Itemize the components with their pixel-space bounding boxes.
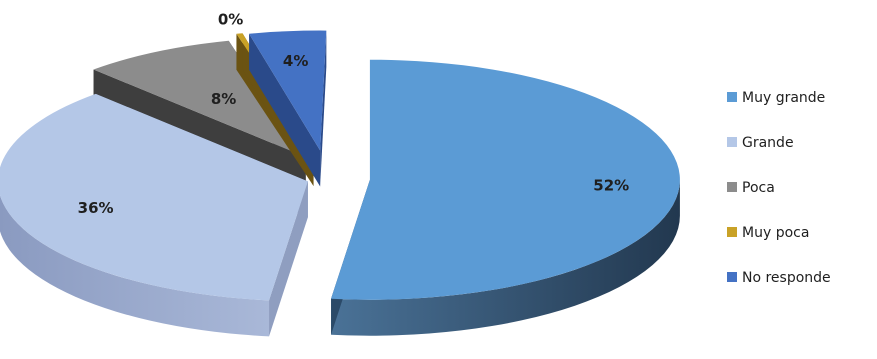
legend-swatch [727, 182, 737, 192]
legend-item: Muy grande [727, 90, 825, 106]
legend-swatch [727, 272, 737, 282]
legend-label: Grande [742, 135, 794, 151]
legend-item: Muy poca [727, 225, 809, 241]
legend-label: Poca [742, 180, 775, 196]
legend-item: Grande [727, 135, 794, 151]
data-label-poca: 8% [211, 90, 236, 108]
legend-item: No responde [727, 270, 831, 286]
data-label-no-responde: 4% [283, 52, 308, 70]
legend-label: Muy grande [742, 90, 825, 106]
legend-swatch [727, 137, 737, 147]
data-label-muy-poca: 0% [218, 11, 243, 29]
legend-swatch [727, 92, 737, 102]
legend-item: Poca [727, 180, 775, 196]
data-label-muy-grande: 52% [593, 177, 629, 195]
legend-label: Muy poca [742, 225, 809, 241]
slice-grande [0, 93, 308, 337]
slice-no-responde [249, 30, 327, 187]
legend-swatch [727, 227, 737, 237]
legend-label: No responde [742, 270, 831, 286]
data-label-grande: 36% [78, 199, 114, 217]
slice-muy-grande [331, 59, 680, 336]
